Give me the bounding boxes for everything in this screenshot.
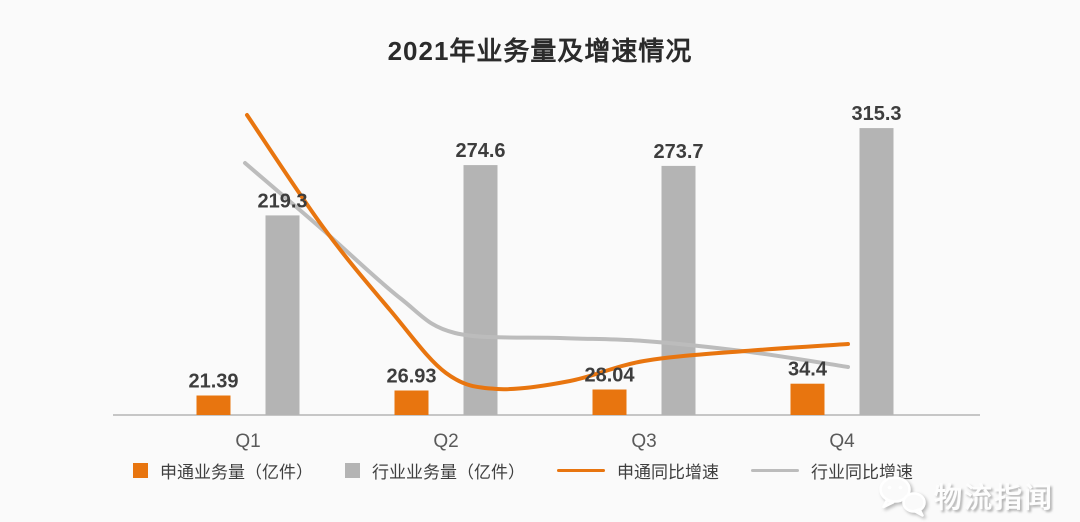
industry-growth-swatch	[751, 469, 799, 472]
category-label: Q3	[631, 431, 656, 452]
bar-value-label: 26.93	[386, 366, 436, 388]
bar-value-label: 219.3	[257, 190, 307, 212]
legend-item-sto-growth: 申通同比增速	[557, 458, 719, 483]
legend-item-sto-volume: 申通业务量（亿件）	[133, 458, 313, 483]
legend-label: 申通同比增速	[617, 463, 719, 482]
sto-bar-Q4	[790, 383, 825, 415]
sto-bar-Q1	[196, 395, 231, 415]
sto-bar-Q2	[394, 390, 429, 415]
bar-value-label: 34.4	[788, 359, 828, 381]
watermark-text: 物流指闻	[933, 482, 1054, 513]
sto-growth-line	[245, 113, 850, 392]
sto-growth-swatch	[557, 469, 605, 472]
watermark: 物流指闻	[876, 474, 1054, 518]
sto-bar-Q3	[592, 389, 627, 415]
industry-growth-line	[243, 161, 850, 369]
legend-label: 行业同比增速	[811, 463, 913, 482]
category-label: Q1	[235, 431, 260, 452]
category-label: Q2	[433, 431, 458, 452]
industry-bar-Q4	[859, 128, 894, 415]
chart-title: 2021年业务量及增速情况	[387, 36, 693, 66]
legend-item-industry-growth: 行业同比增速	[751, 458, 913, 483]
bar-value-label: 274.6	[455, 140, 505, 162]
industry-volume-swatch	[345, 463, 360, 478]
industry-bar-Q2	[463, 165, 498, 415]
sto-volume-swatch	[133, 463, 148, 478]
industry-bar-Q1	[265, 215, 300, 415]
category-label: Q4	[829, 431, 855, 452]
bar-value-label: 315.3	[851, 103, 901, 125]
bar-value-label: 28.04	[584, 365, 635, 387]
bar-value-label: 273.7	[653, 141, 703, 163]
legend-label: 申通业务量（亿件）	[160, 463, 313, 482]
bar-value-label: 21.39	[188, 371, 238, 393]
wechat-icon	[879, 476, 926, 517]
legend: 申通业务量（亿件） 行业业务量（亿件） 申通同比增速 行业同比增速	[133, 458, 913, 483]
legend-label: 行业业务量（亿件）	[372, 463, 525, 482]
legend-item-industry-volume: 行业业务量（亿件）	[345, 458, 525, 483]
industry-bar-Q3	[661, 165, 696, 415]
